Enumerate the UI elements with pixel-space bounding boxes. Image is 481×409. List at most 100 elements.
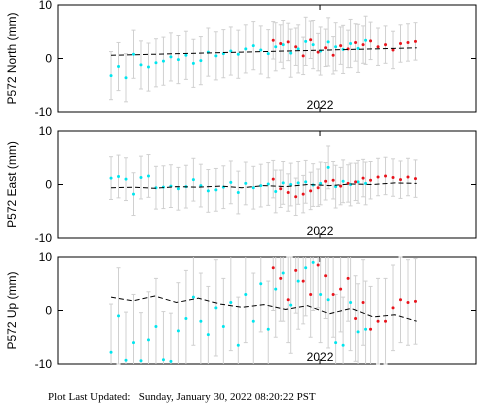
data-point — [251, 186, 255, 190]
data-point — [206, 189, 210, 193]
data-point — [326, 298, 330, 302]
data-point — [376, 45, 380, 49]
data-point — [301, 279, 305, 283]
data-point — [384, 43, 388, 47]
data-point — [309, 189, 313, 193]
data-point — [176, 187, 180, 191]
data-point — [176, 58, 180, 62]
data-point — [326, 40, 330, 44]
y-tick-label: 0 — [45, 178, 52, 192]
data-point — [331, 53, 335, 57]
data-point — [349, 300, 353, 304]
data-point — [406, 40, 410, 44]
data-point — [413, 177, 417, 181]
data-point — [296, 279, 300, 283]
data-point — [356, 46, 360, 50]
data-point — [161, 358, 165, 362]
data-point — [251, 319, 255, 323]
data-point — [146, 174, 150, 178]
data-point — [311, 260, 315, 264]
data-point — [364, 181, 368, 185]
y-tick-label: 10 — [39, 124, 53, 138]
data-point — [117, 314, 121, 318]
data-point — [266, 52, 270, 56]
y-tick-label: 0 — [45, 304, 52, 318]
data-point — [331, 178, 335, 182]
data-point — [124, 358, 128, 362]
data-point — [229, 49, 233, 53]
data-point — [369, 327, 373, 331]
data-point — [281, 181, 285, 185]
data-point — [184, 53, 188, 57]
data-point — [274, 45, 278, 49]
data-point — [214, 54, 218, 58]
data-point — [221, 325, 225, 329]
data-point — [236, 191, 240, 195]
data-point — [109, 176, 113, 180]
data-point — [309, 38, 313, 42]
data-point — [139, 176, 143, 180]
y-tick-label: -10 — [35, 357, 53, 371]
data-point — [296, 47, 300, 51]
data-point — [399, 178, 403, 182]
model-line — [111, 47, 417, 56]
data-point — [191, 61, 195, 65]
data-point — [369, 39, 373, 43]
data-point — [349, 42, 353, 46]
data-point — [356, 330, 360, 334]
data-point — [279, 187, 283, 191]
y-axis-label: P572 North (mm) — [5, 12, 19, 104]
data-point — [281, 43, 285, 47]
data-point — [341, 179, 345, 183]
data-point — [271, 266, 275, 270]
data-point — [324, 274, 328, 278]
x-tick-label: 2022 — [307, 224, 334, 238]
data-point — [406, 300, 410, 304]
x-tick-label: 2022 — [307, 98, 334, 112]
data-point — [146, 338, 150, 342]
data-point — [109, 74, 113, 78]
model-line — [111, 182, 417, 189]
y-tick-label: 0 — [45, 52, 52, 66]
data-point — [271, 177, 275, 181]
data-point — [266, 327, 270, 331]
data-point — [131, 52, 135, 56]
data-point — [361, 300, 365, 304]
data-point — [361, 43, 365, 47]
data-point — [384, 174, 388, 178]
data-point — [294, 268, 298, 272]
data-point — [191, 295, 195, 299]
data-point — [364, 38, 368, 42]
data-point — [199, 184, 203, 188]
data-point — [169, 55, 173, 59]
data-point — [301, 192, 305, 196]
data-point — [289, 183, 293, 186]
data-point — [364, 327, 368, 331]
data-point — [316, 263, 320, 267]
data-point — [206, 333, 210, 337]
data-point — [391, 306, 395, 310]
data-point — [334, 45, 338, 49]
data-point — [279, 42, 283, 46]
data-point — [406, 175, 410, 179]
data-point — [199, 59, 203, 63]
data-point — [319, 292, 323, 296]
data-point — [354, 40, 358, 44]
data-point — [244, 181, 248, 185]
data-point — [124, 177, 128, 181]
data-point — [304, 39, 308, 43]
data-point — [334, 341, 338, 345]
data-point — [146, 65, 150, 69]
y-tick-label: -10 — [35, 231, 53, 245]
data-point — [244, 292, 248, 296]
data-point — [154, 325, 158, 329]
data-point — [413, 299, 417, 303]
model-line — [110, 295, 417, 322]
data-point — [384, 319, 388, 323]
data-point — [413, 39, 417, 43]
data-point — [391, 176, 395, 180]
data-point — [286, 298, 290, 302]
data-point — [259, 184, 263, 188]
data-point — [361, 176, 365, 180]
